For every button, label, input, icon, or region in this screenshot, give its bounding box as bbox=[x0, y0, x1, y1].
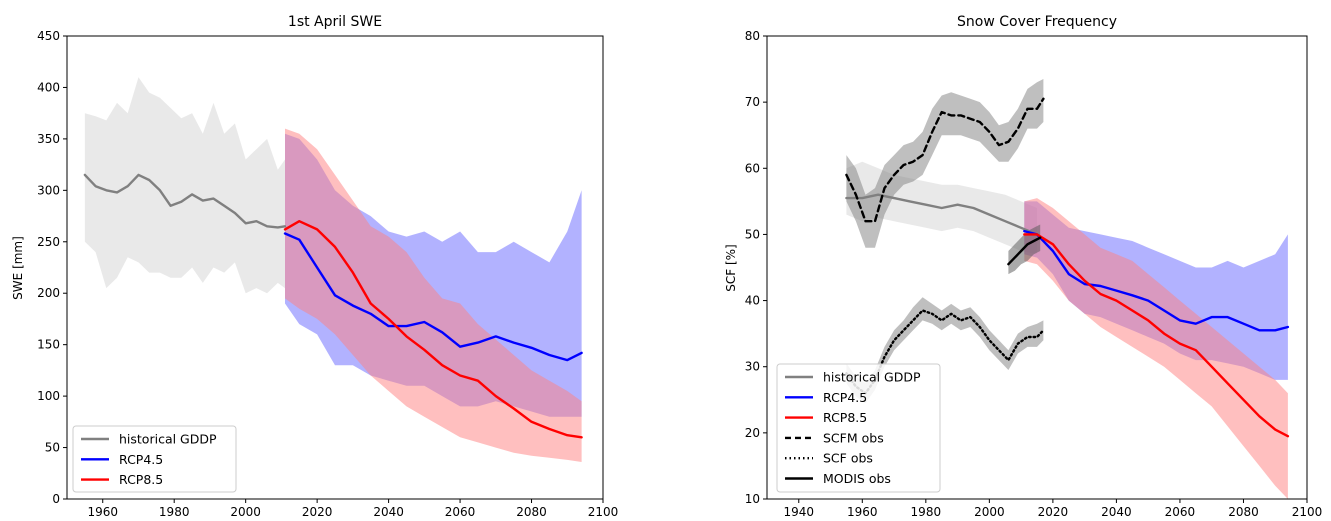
scf-x-ticks: 1940 1960 1980 2000 2020 2040 2060 2080 2100 bbox=[783, 499, 1322, 519]
scf-legend-label-historical-gddp: historical GDDP bbox=[823, 370, 921, 385]
scf-x-tick-label: 2000 bbox=[974, 505, 1005, 519]
scf-panel: Snow Cover Frequency SCF [%] 1940 1960 198… bbox=[724, 14, 1322, 519]
scf-x-tick-label: 2100 bbox=[1292, 505, 1323, 519]
swe-legend: historical GDDP RCP4.5 RCP8.5 bbox=[72, 425, 237, 493]
swe-line-rcp4-5 bbox=[283, 232, 583, 362]
scf-legend-label-rcp8-5: RCP8.5 bbox=[823, 410, 867, 425]
scf-chart-title: Snow Cover Frequency bbox=[957, 14, 1117, 30]
scf-legend-label-scf-obs: SCF obs bbox=[823, 451, 873, 466]
scf-line-rcp4-5 bbox=[1023, 229, 1290, 332]
swe-panel: 1st April SWE SWE [mm] 1960 1980 2000 2020 2… bbox=[11, 14, 618, 519]
swe-chart-title: 1st April SWE bbox=[288, 14, 382, 30]
swe-x-tick-label: 1960 bbox=[87, 505, 118, 519]
swe-lines bbox=[83, 173, 583, 439]
swe-y-ticks: 0 50 100 150 200 250 300 350 400 450 bbox=[37, 29, 67, 506]
swe-y-tick-label: 350 bbox=[37, 132, 60, 146]
scf-band-scfm-obs bbox=[846, 79, 1044, 248]
swe-x-tick-label: 2060 bbox=[445, 505, 476, 519]
scf-legend: historical GDDP RCP4.5 RCP8.5 SCFM obs SCF o… bbox=[776, 363, 941, 493]
swe-legend-box bbox=[72, 425, 237, 493]
swe-x-tick-label: 2000 bbox=[230, 505, 261, 519]
scf-y-tick-label: 40 bbox=[745, 294, 760, 308]
scf-line-historical-gddp bbox=[845, 193, 1039, 236]
scf-x-tick-label: 1940 bbox=[783, 505, 814, 519]
scf-lines bbox=[845, 97, 1290, 438]
swe-line-historical-gddp bbox=[83, 173, 287, 229]
scf-x-tick-label: 2040 bbox=[1101, 505, 1132, 519]
swe-band-historical-gddp bbox=[84, 77, 286, 294]
scf-plot-frame bbox=[766, 35, 1308, 500]
swe-x-tick-label: 2020 bbox=[302, 505, 333, 519]
swe-legend-label-rcp8-5: RCP8.5 bbox=[119, 472, 163, 487]
swe-legend-label-historical-gddp: historical GDDP bbox=[119, 432, 217, 447]
scf-x-tick-label: 1980 bbox=[911, 505, 942, 519]
swe-y-axis-label: SWE [mm] bbox=[11, 236, 25, 300]
swe-x-tick-label: 2100 bbox=[588, 505, 619, 519]
scf-legend-label-scfm-obs: SCFM obs bbox=[823, 430, 884, 445]
scf-y-tick-label: 30 bbox=[745, 360, 760, 374]
swe-band-rcp8-5 bbox=[285, 128, 582, 462]
swe-legend-label-rcp4-5: RCP4.5 bbox=[119, 452, 163, 467]
swe-y-tick-label: 0 bbox=[52, 492, 60, 506]
scf-y-axis-label: SCF [%] bbox=[724, 244, 738, 291]
scf-line-rcp8-5 bbox=[1023, 233, 1290, 438]
swe-y-tick-label: 450 bbox=[37, 29, 60, 43]
swe-y-tick-label: 100 bbox=[37, 389, 60, 403]
scf-legend-label-rcp4-5: RCP4.5 bbox=[823, 390, 867, 405]
swe-plot-frame bbox=[66, 35, 604, 500]
swe-x-tick-label: 1980 bbox=[159, 505, 190, 519]
scf-y-tick-label: 60 bbox=[745, 161, 760, 175]
scf-line-scf-obs bbox=[845, 309, 1045, 395]
swe-bands bbox=[84, 77, 582, 462]
scf-legend-box bbox=[776, 363, 941, 493]
swe-y-tick-label: 400 bbox=[37, 80, 60, 94]
swe-y-tick-label: 200 bbox=[37, 286, 60, 300]
scf-y-ticks: 10 20 30 40 50 60 70 80 bbox=[745, 29, 767, 506]
swe-y-tick-label: 250 bbox=[37, 235, 60, 249]
swe-y-tick-label: 150 bbox=[37, 338, 60, 352]
scf-line-scfm-obs bbox=[845, 97, 1045, 223]
swe-x-ticks: 1960 1980 2000 2020 2040 2060 2080 2100 bbox=[87, 499, 618, 519]
swe-x-tick-label: 2080 bbox=[516, 505, 547, 519]
scf-y-tick-label: 10 bbox=[745, 492, 760, 506]
scf-line-modis-obs bbox=[1007, 236, 1042, 266]
swe-y-tick-label: 50 bbox=[45, 441, 60, 455]
scf-x-tick-label: 2080 bbox=[1228, 505, 1259, 519]
scf-x-tick-label: 2020 bbox=[1038, 505, 1069, 519]
scf-y-tick-label: 80 bbox=[745, 29, 760, 43]
scf-y-tick-label: 20 bbox=[745, 426, 760, 440]
swe-line-rcp8-5 bbox=[283, 219, 583, 439]
scf-x-tick-label: 1960 bbox=[847, 505, 878, 519]
swe-x-tick-label: 2040 bbox=[373, 505, 404, 519]
scf-x-tick-label: 2060 bbox=[1165, 505, 1196, 519]
scf-band-rcp8-5 bbox=[1024, 198, 1288, 499]
scf-legend-label-modis-obs: MODIS obs bbox=[823, 471, 891, 486]
scf-y-tick-label: 70 bbox=[745, 95, 760, 109]
swe-y-tick-label: 300 bbox=[37, 183, 60, 197]
scf-y-tick-label: 50 bbox=[745, 227, 760, 241]
